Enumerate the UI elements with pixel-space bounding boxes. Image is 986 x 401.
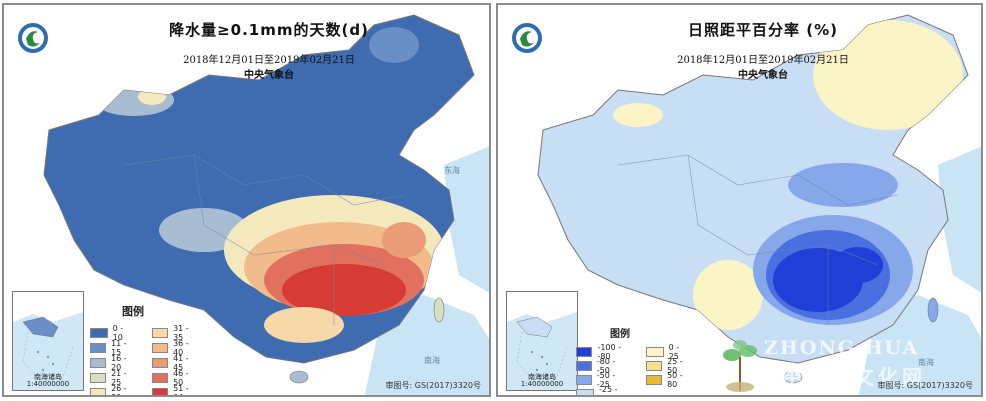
legend-item: 0 - 25	[646, 343, 685, 361]
cma-logo-icon	[18, 23, 48, 53]
precipitation-days-map	[4, 5, 489, 395]
map-organization: 中央气象台	[244, 70, 294, 81]
site-watermark: ZHONG HUA WANG 中华茶文化网	[720, 337, 980, 395]
inset-scale: 1:40000000	[26, 380, 70, 388]
legend-title: 图例	[122, 305, 144, 318]
map-date-range: 2018年12月01日至2019年02月21日	[677, 55, 849, 66]
map-title: 日照距平百分率 (%)	[688, 21, 838, 39]
legend-item: 25 - 50	[646, 357, 685, 375]
south-china-sea-inset: 南海诸岛 1:40000000	[506, 291, 578, 391]
precipitation-days-map-panel: 降水量≥0.1mm的天数(d) 2018年12月01日至2019年02月21日 …	[2, 3, 491, 397]
south-china-sea-inset: 南海诸岛 1:40000000	[12, 291, 84, 391]
sea-label: 东海	[444, 166, 460, 175]
map-review-number: 审图号: GS(2017)3320号	[877, 381, 973, 390]
map-date-range: 2018年12月01日至2019年02月21日	[183, 55, 355, 66]
tea-plant-watermark-icon	[723, 340, 757, 392]
inset-label: 南海诸岛	[528, 373, 556, 381]
sunshine-anomaly-map-panel: 日照距平百分率 (%) 2018年12月01日至2019年02月21日 中央气象…	[496, 3, 983, 397]
legend-item: -50 - -25	[576, 371, 618, 389]
legend-item: 46 - 50	[152, 369, 191, 387]
legend-item: -80 - -50	[576, 357, 618, 375]
legend-item: 0 - 10	[90, 324, 129, 342]
legend-item: 21 - 25	[90, 369, 129, 387]
legend-item: -100 - -80	[576, 343, 623, 361]
legend-item: 41 - 45	[152, 354, 191, 372]
legend-item: -25 - 0	[576, 385, 618, 395]
legend-item: 50 - 80	[646, 371, 685, 389]
sea-label: 南海	[424, 356, 440, 365]
watermark-text-en: ZHONG HUA WANG	[764, 337, 920, 381]
legend-title: 图例	[610, 329, 630, 340]
legend-item: 36 - 40	[152, 339, 191, 357]
inset-scale: 1:40000000	[520, 380, 564, 388]
sunshine-anomaly-map	[498, 5, 981, 395]
inset-label: 南海诸岛	[34, 373, 62, 381]
legend-item: 16 - 20	[90, 354, 129, 372]
sea-label: 南海	[918, 358, 934, 367]
map-review-number: 审图号: GS(2017)3320号	[385, 381, 481, 390]
legend-item: 11 - 15	[90, 339, 129, 357]
watermark-text-cn: 中华茶文化网	[782, 365, 926, 389]
legend-item: 31 - 35	[152, 324, 191, 342]
map-organization: 中央气象台	[738, 70, 788, 81]
cma-logo-icon	[512, 23, 542, 53]
legend-item: 51 - 64	[152, 384, 191, 395]
map-title: 降水量≥0.1mm的天数(d)	[169, 21, 369, 39]
legend-item: 26 - 30	[90, 384, 129, 395]
